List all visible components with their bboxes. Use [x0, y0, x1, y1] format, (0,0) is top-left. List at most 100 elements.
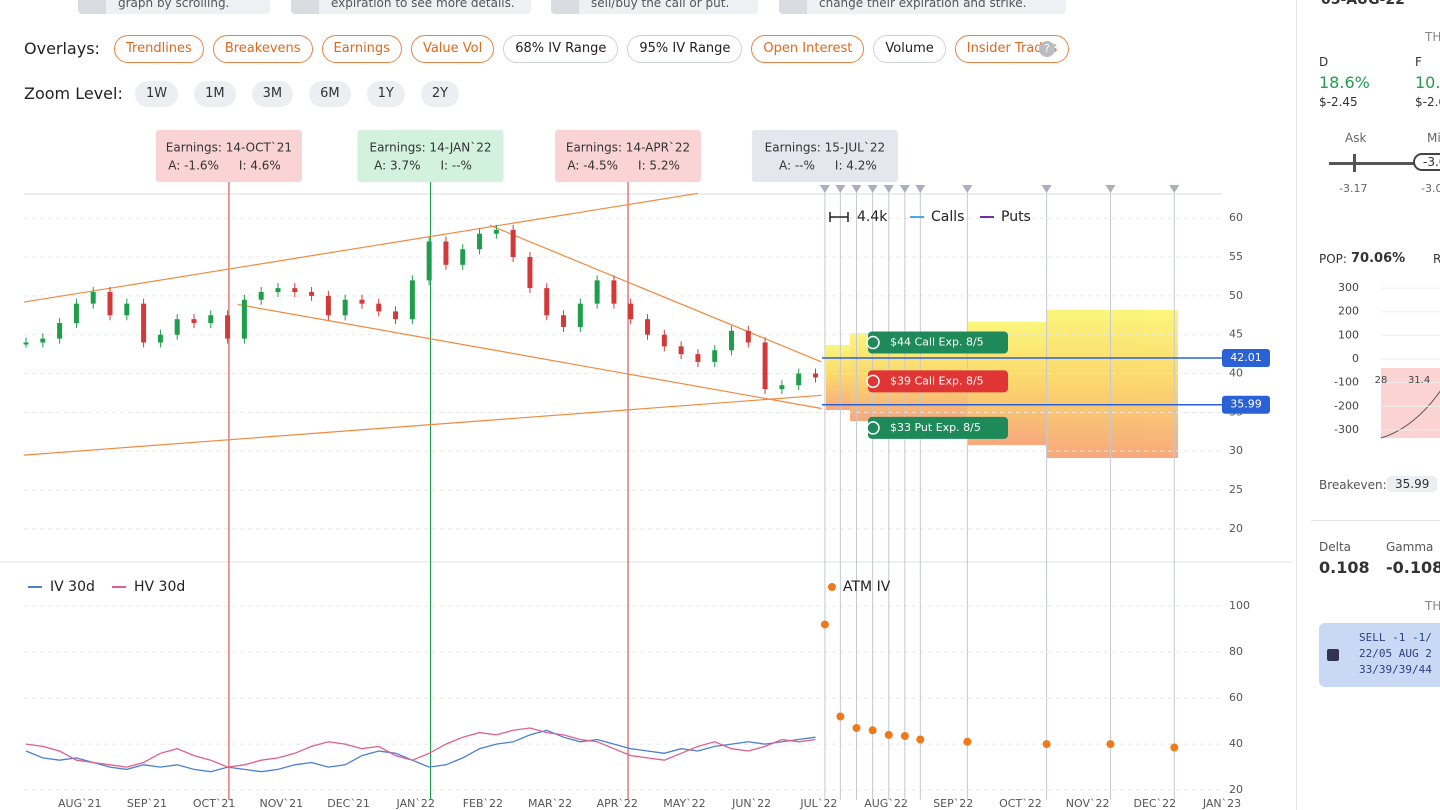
- overlay-button[interactable]: Breakevens: [212, 35, 313, 63]
- overlay-button[interactable]: Open Interest: [751, 35, 865, 63]
- copy-icon[interactable]: [1327, 649, 1339, 661]
- earnings-implied: I: 4.2%: [835, 159, 877, 173]
- x-tick-label: FEB`22: [463, 797, 503, 810]
- price-candle: [409, 280, 415, 320]
- price-candle: [628, 303, 634, 320]
- y-tick-label: 100: [1229, 599, 1250, 612]
- price-candle: [359, 299, 365, 304]
- overlay-button[interactable]: 68% IV Range: [503, 35, 619, 63]
- zoom-button[interactable]: 2Y: [420, 81, 460, 107]
- price-candle: [561, 315, 567, 327]
- series-line: [25, 729, 816, 773]
- legend-label: Calls: [931, 209, 964, 225]
- price-candle: [695, 354, 701, 362]
- trade-tag: [868, 416, 1008, 439]
- y-tick-label: 40: [1229, 737, 1243, 750]
- pct: 18.6%: [1319, 73, 1370, 92]
- gamma: -0.108: [1386, 558, 1440, 577]
- overlay-button[interactable]: Value Vol: [410, 35, 495, 63]
- price-candle: [40, 338, 46, 343]
- overlay-button[interactable]: 95% IV Range: [627, 35, 743, 63]
- price-candle: [729, 330, 735, 351]
- y-tick-label: 0: [1352, 352, 1359, 365]
- legend-label: Puts: [1001, 209, 1031, 225]
- payoff-curve: [1380, 390, 1440, 439]
- r-label: R: [1433, 252, 1440, 266]
- mid-label: Mi: [1427, 131, 1440, 145]
- overlay-button[interactable]: Trendlines: [114, 35, 204, 63]
- breakeven-tag: [1222, 395, 1270, 414]
- price-candle: [309, 291, 315, 296]
- y-tick-label: 50: [1229, 289, 1243, 302]
- earnings-actual: A: -4.5%: [567, 159, 618, 173]
- price-candle: [275, 288, 281, 292]
- y-tick-label: 100: [1338, 328, 1359, 341]
- breakeven: 35.99: [1387, 476, 1438, 492]
- price-candle: [191, 319, 197, 324]
- usd: $-2.45: [1319, 95, 1358, 109]
- y-tick-label: 60: [1229, 691, 1243, 704]
- ask-value: -3.17: [1339, 182, 1368, 195]
- x-tick-label: OCT`21: [193, 797, 236, 810]
- price-candle: [779, 385, 785, 390]
- col-label: F: [1415, 55, 1422, 69]
- trade-tag: [868, 370, 1008, 393]
- price-candle: [376, 303, 382, 312]
- legend-size: 4.4k: [857, 209, 888, 225]
- trade-tag: [868, 331, 1008, 354]
- earnings-title: Earnings: 14-JAN`22: [370, 141, 492, 155]
- y-tick-label: 20: [1229, 783, 1243, 796]
- earnings-title: Earnings: 15-JUL`22: [765, 141, 885, 155]
- y-tick-label: 30: [1229, 444, 1243, 457]
- y-tick-label: 45: [1229, 328, 1243, 341]
- overlay-button[interactable]: Earnings: [321, 35, 402, 63]
- price-candle: [645, 319, 651, 335]
- expiration-marker: [962, 185, 973, 193]
- expiration-marker: [1041, 185, 1052, 193]
- section-head: TH: [1425, 599, 1440, 613]
- expiration-marker: [1169, 185, 1180, 193]
- price-candle: [477, 233, 483, 250]
- x-tick-label: JAN`22: [396, 797, 435, 810]
- code-box[interactable]: [1319, 623, 1440, 687]
- atm-iv-dot: [963, 737, 972, 746]
- earnings-implied: I: 4.6%: [239, 159, 281, 173]
- price-candle: [141, 303, 147, 343]
- breakeven-label: Breakeven:: [1319, 478, 1387, 492]
- code-line: 33/39/39/44: [1359, 663, 1432, 676]
- price-candle: [157, 334, 163, 343]
- trade-label[interactable]: $44 Call Exp. 8/5: [890, 335, 984, 348]
- overlay-button[interactable]: Volume: [873, 35, 946, 63]
- help-icon[interactable]: ?: [1039, 41, 1055, 57]
- code-line: SELL -1 -1/: [1359, 631, 1432, 644]
- legend-label: ATM IV: [843, 579, 891, 595]
- x-tick-label: OCT`22: [999, 797, 1042, 810]
- earnings-actual: A: --%: [779, 159, 815, 173]
- trade-label[interactable]: $39 Call Exp. 8/5: [890, 374, 984, 387]
- earnings-implied: I: --%: [441, 159, 472, 173]
- price-candle: [258, 291, 264, 300]
- zoom-button[interactable]: 6M: [309, 81, 351, 107]
- price-candle: [225, 315, 231, 339]
- price-candle: [544, 288, 550, 316]
- zoom-button[interactable]: 1Y: [366, 81, 405, 107]
- trendline: [23, 394, 822, 456]
- zoom-button[interactable]: 1M: [194, 81, 236, 107]
- price-candle: [73, 303, 79, 324]
- zoom-button[interactable]: 3M: [251, 81, 294, 107]
- overlays-label: Overlays:: [24, 39, 100, 58]
- price-candle: [241, 299, 247, 339]
- slider[interactable]: [1329, 162, 1440, 165]
- earnings-box: [357, 130, 504, 182]
- x-tick-label: DEC`22: [1134, 797, 1177, 810]
- price-candle: [57, 323, 63, 339]
- trade-label[interactable]: $33 Put Exp. 8/5: [890, 421, 981, 434]
- y-tick-label: 25: [1229, 483, 1243, 496]
- zoom-button[interactable]: 1W: [135, 81, 179, 107]
- sidebar: 05-AUG-22 TH D F 18.6% 10.6 $-2.45 $-2.6…: [1296, 0, 1440, 810]
- slider-handle[interactable]: [1353, 154, 1356, 172]
- mid-box[interactable]: -3.0: [1413, 153, 1440, 171]
- price-candle: [745, 330, 751, 343]
- x-tick-label: AUG`21: [58, 797, 102, 810]
- legend-label: HV 30d: [134, 579, 185, 595]
